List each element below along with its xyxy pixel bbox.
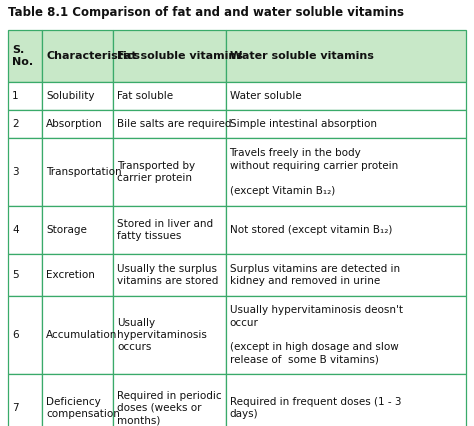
Text: Required in frequent doses (1 - 3
days): Required in frequent doses (1 - 3 days) xyxy=(229,397,401,419)
Text: Water soluble vitamins: Water soluble vitamins xyxy=(229,51,374,61)
Text: Characteristics: Characteristics xyxy=(46,51,140,61)
Bar xyxy=(226,254,466,296)
Text: Fat soluble vitamins: Fat soluble vitamins xyxy=(118,51,243,61)
Bar xyxy=(8,254,42,296)
Text: S.
No.: S. No. xyxy=(12,45,33,67)
Bar xyxy=(42,138,113,206)
Bar xyxy=(226,82,466,110)
Text: Required in periodic
doses (weeks or
months): Required in periodic doses (weeks or mon… xyxy=(118,391,222,426)
Text: Transported by
carrier protein: Transported by carrier protein xyxy=(118,161,195,183)
Text: Transportation: Transportation xyxy=(46,167,122,177)
Text: Stored in liver and
fatty tissues: Stored in liver and fatty tissues xyxy=(118,219,213,241)
Bar xyxy=(113,30,226,82)
Text: Absorption: Absorption xyxy=(46,119,103,129)
Bar xyxy=(226,296,466,374)
Bar xyxy=(8,374,42,426)
Bar xyxy=(226,110,466,138)
Bar xyxy=(8,30,42,82)
Bar xyxy=(42,82,113,110)
Text: Fat soluble: Fat soluble xyxy=(118,91,173,101)
Bar xyxy=(8,296,42,374)
Text: Usually the surplus
vitamins are stored: Usually the surplus vitamins are stored xyxy=(118,264,219,286)
Text: Water soluble: Water soluble xyxy=(229,91,301,101)
Text: 4: 4 xyxy=(12,225,18,235)
Bar xyxy=(113,206,226,254)
Bar xyxy=(113,82,226,110)
Text: Surplus vitamins are detected in
kidney and removed in urine: Surplus vitamins are detected in kidney … xyxy=(229,264,400,286)
Bar xyxy=(226,206,466,254)
Bar xyxy=(113,374,226,426)
Text: Solubility: Solubility xyxy=(46,91,95,101)
Text: Usually hypervitaminosis deosn't
occur

(except in high dosage and slow
release : Usually hypervitaminosis deosn't occur (… xyxy=(229,305,402,365)
Text: Storage: Storage xyxy=(46,225,87,235)
Text: 1: 1 xyxy=(12,91,18,101)
Text: Usually
hypervitaminosis
occurs: Usually hypervitaminosis occurs xyxy=(118,318,207,352)
Text: Table 8.1 Comparison of fat and and water soluble vitamins: Table 8.1 Comparison of fat and and wate… xyxy=(8,6,404,19)
Text: Simple intestinal absorption: Simple intestinal absorption xyxy=(229,119,376,129)
Text: Deficiency
compensation: Deficiency compensation xyxy=(46,397,120,419)
Text: 3: 3 xyxy=(12,167,18,177)
Bar xyxy=(226,374,466,426)
Bar xyxy=(226,30,466,82)
Bar xyxy=(8,138,42,206)
Bar xyxy=(8,206,42,254)
Bar xyxy=(42,110,113,138)
Bar xyxy=(113,138,226,206)
Bar xyxy=(113,254,226,296)
Text: Accumulation: Accumulation xyxy=(46,330,118,340)
Bar xyxy=(42,206,113,254)
Bar xyxy=(226,138,466,206)
Text: 7: 7 xyxy=(12,403,18,413)
Bar xyxy=(113,110,226,138)
Bar xyxy=(42,296,113,374)
Text: 2: 2 xyxy=(12,119,18,129)
Bar xyxy=(8,110,42,138)
Bar xyxy=(42,30,113,82)
Text: 6: 6 xyxy=(12,330,18,340)
Text: 5: 5 xyxy=(12,270,18,280)
Bar xyxy=(8,82,42,110)
Text: Excretion: Excretion xyxy=(46,270,95,280)
Text: Not stored (except vitamin B₁₂): Not stored (except vitamin B₁₂) xyxy=(229,225,392,235)
Text: Travels freely in the body
without requiring carrier protein

(except Vitamin B₁: Travels freely in the body without requi… xyxy=(229,148,398,196)
Text: Bile salts are required: Bile salts are required xyxy=(118,119,232,129)
Bar xyxy=(42,374,113,426)
Bar xyxy=(113,296,226,374)
Bar xyxy=(42,254,113,296)
